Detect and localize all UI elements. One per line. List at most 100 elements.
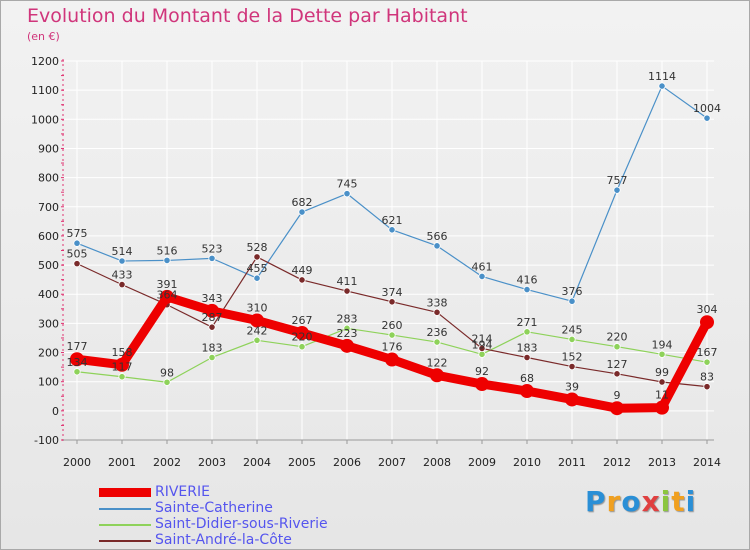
data-label: 449 xyxy=(292,264,313,277)
x-tick-label: 2011 xyxy=(558,456,586,469)
x-tick-label: 2000 xyxy=(63,456,91,469)
proxiti-logo: Proxiti xyxy=(585,485,696,518)
data-label: 99 xyxy=(655,366,669,379)
data-point xyxy=(205,303,219,318)
data-label: 433 xyxy=(112,269,133,282)
data-label: 376 xyxy=(562,285,583,298)
data-point xyxy=(568,335,576,344)
data-point xyxy=(523,353,531,362)
data-point xyxy=(343,324,351,332)
x-tick-label: 2003 xyxy=(198,456,226,469)
y-tick-label: 900 xyxy=(38,142,59,155)
data-point xyxy=(253,253,261,261)
data-point xyxy=(703,114,711,122)
data-point xyxy=(613,186,621,194)
data-label: 757 xyxy=(607,174,628,187)
data-label: 220 xyxy=(607,331,628,344)
data-label: 39 xyxy=(565,380,579,393)
data-point xyxy=(613,343,621,351)
data-label: 287 xyxy=(202,311,223,324)
x-tick-label: 2012 xyxy=(603,456,631,469)
y-tick-label: 1000 xyxy=(31,113,59,126)
data-label: 516 xyxy=(157,244,178,257)
y-tick-label: 1100 xyxy=(31,84,59,97)
x-tick-label: 2002 xyxy=(153,456,181,469)
legend-swatch xyxy=(99,524,151,526)
data-label: 194 xyxy=(472,338,493,351)
y-tick-label: 400 xyxy=(38,288,59,301)
legend-label: RIVERIE xyxy=(155,484,210,500)
data-label: 505 xyxy=(67,248,88,261)
data-label: 117 xyxy=(112,361,133,374)
data-label: 98 xyxy=(160,366,174,379)
x-tick-label: 2006 xyxy=(333,456,361,469)
data-point xyxy=(253,336,261,344)
logo-letter: x xyxy=(641,485,661,518)
data-point xyxy=(613,370,621,378)
data-point xyxy=(433,242,441,250)
data-label: 134 xyxy=(67,356,88,369)
data-label: 220 xyxy=(292,331,313,344)
data-label: 304 xyxy=(697,303,718,316)
data-point xyxy=(298,276,306,284)
data-point xyxy=(73,260,81,268)
data-label: 83 xyxy=(700,371,714,384)
data-label: 338 xyxy=(427,296,448,309)
data-point xyxy=(703,358,711,366)
data-point xyxy=(430,368,444,383)
data-point xyxy=(433,338,441,346)
data-point xyxy=(253,274,261,282)
data-point xyxy=(610,401,624,416)
data-point xyxy=(478,344,486,353)
data-label: 260 xyxy=(382,319,403,332)
y-tick-label: 200 xyxy=(38,347,59,360)
x-tick-label: 2010 xyxy=(513,456,541,469)
data-point xyxy=(478,272,486,281)
data-label: 310 xyxy=(247,301,268,314)
chart-unit-label: (en €) xyxy=(27,30,60,43)
data-label: 411 xyxy=(337,275,358,288)
x-tick-label: 2007 xyxy=(378,456,406,469)
data-point xyxy=(340,338,354,353)
data-label: 122 xyxy=(427,356,448,369)
logo-letter: r xyxy=(606,485,622,518)
data-label: 242 xyxy=(247,324,268,337)
data-point xyxy=(523,328,531,336)
data-label: 194 xyxy=(652,338,673,351)
data-point xyxy=(388,298,396,306)
y-tick-label: -100 xyxy=(34,434,59,447)
data-label: 236 xyxy=(427,326,448,339)
x-tick-label: 2014 xyxy=(693,456,721,469)
data-label: 364 xyxy=(157,289,178,302)
y-tick-label: 300 xyxy=(38,317,59,330)
y-tick-label: 500 xyxy=(38,259,59,272)
data-label: 183 xyxy=(517,341,538,354)
data-point xyxy=(658,350,666,358)
data-point xyxy=(523,285,531,294)
data-label: 523 xyxy=(202,242,223,255)
data-label: 566 xyxy=(427,230,448,243)
x-tick-label: 2009 xyxy=(468,456,496,469)
y-tick-label: 0 xyxy=(52,405,59,418)
data-point xyxy=(115,357,129,372)
data-label: 374 xyxy=(382,286,403,299)
logo-letter: i xyxy=(660,485,672,518)
data-label: 461 xyxy=(472,260,493,273)
data-point xyxy=(73,368,81,376)
data-label: 1004 xyxy=(693,102,721,115)
data-label: 343 xyxy=(202,292,223,305)
x-tick-label: 2001 xyxy=(108,456,136,469)
data-label: 391 xyxy=(157,278,178,291)
legend-swatch xyxy=(99,508,151,510)
data-label: 68 xyxy=(520,372,534,385)
data-point xyxy=(118,281,126,289)
data-label: 745 xyxy=(337,178,358,191)
data-point xyxy=(343,287,351,295)
y-tick-label: 1200 xyxy=(31,55,59,68)
data-point xyxy=(388,331,396,339)
data-point xyxy=(208,353,216,362)
data-point xyxy=(295,326,309,341)
data-label: 223 xyxy=(337,327,358,340)
data-point xyxy=(568,297,576,305)
